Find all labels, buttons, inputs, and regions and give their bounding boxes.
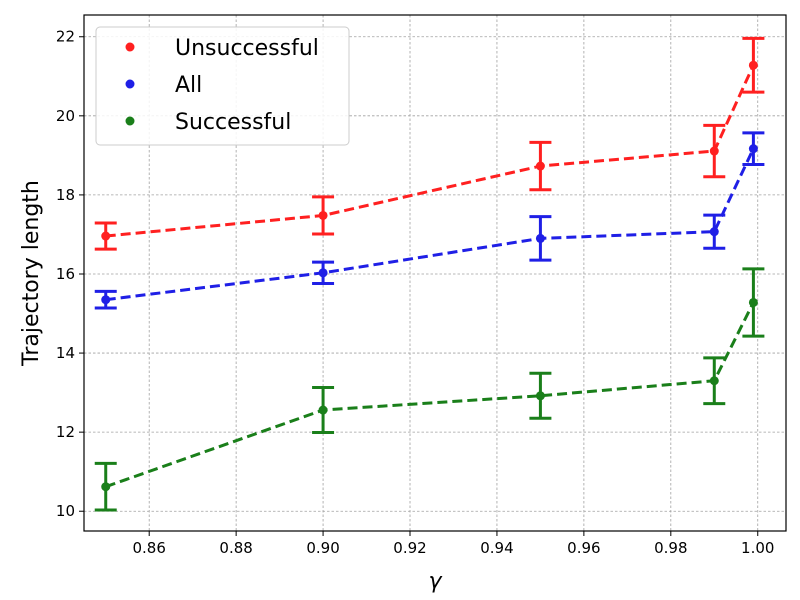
data-point-unsuccessful — [101, 231, 111, 241]
legend: Unsuccessful All Successful — [95, 26, 350, 146]
y-tick-label: 14 — [56, 344, 75, 362]
legend-item-successful: Successful — [125, 110, 291, 135]
x-tick-label: 0.90 — [306, 539, 339, 557]
legend-item-unsuccessful: Unsuccessful — [125, 36, 319, 61]
x-tick-label: 0.96 — [567, 539, 600, 557]
x-tick-label: 0.88 — [219, 539, 252, 557]
data-point-unsuccessful — [318, 210, 328, 220]
data-point-all — [101, 295, 111, 305]
legend-marker-unsuccessful — [125, 42, 135, 52]
y-tick-label: 16 — [56, 265, 75, 283]
data-point-unsuccessful — [535, 161, 545, 171]
data-point-successful — [101, 482, 111, 492]
legend-label-successful: Successful — [175, 110, 291, 135]
x-tick-label: 0.98 — [654, 539, 687, 557]
series-layer — [94, 36, 765, 512]
legend-label-all: All — [175, 73, 202, 98]
data-point-unsuccessful — [709, 146, 719, 156]
data-point-successful — [318, 405, 328, 415]
x-tick-label: 0.86 — [132, 539, 165, 557]
y-tick-label: 12 — [56, 423, 75, 441]
data-point-all — [748, 144, 758, 154]
data-point-all — [709, 227, 719, 237]
legend-label-unsuccessful: Unsuccessful — [175, 36, 319, 61]
x-tick-label: 1.00 — [741, 539, 774, 557]
series-line-all — [105, 148, 755, 302]
y-tick-label: 10 — [56, 502, 75, 520]
x-axis-label: γ — [428, 569, 442, 594]
legend-marker-successful — [125, 116, 135, 126]
legend-item-all: All — [125, 73, 202, 98]
data-point-all — [318, 268, 328, 278]
data-point-successful — [535, 391, 545, 401]
y-tick-label: 18 — [56, 186, 75, 204]
data-point-unsuccessful — [748, 60, 758, 70]
legend-marker-all — [125, 79, 135, 89]
series-successful — [94, 267, 765, 512]
legend-box — [95, 26, 350, 146]
y-axis-label: Trajectory length — [19, 180, 44, 367]
series-unsuccessful — [94, 36, 765, 251]
plot-frame — [83, 14, 787, 532]
y-tick-label: 22 — [56, 28, 75, 46]
series-line-successful — [105, 301, 755, 489]
x-tick-label: 0.92 — [393, 539, 426, 557]
series-all — [94, 131, 765, 310]
ticks: 0.86 0.88 0.90 0.92 0.94 0.96 0.98 1.00 10 12 14 16… — [56, 28, 775, 557]
grid — [84, 15, 786, 531]
x-tick-label: 0.94 — [480, 539, 513, 557]
data-point-successful — [748, 297, 758, 307]
data-point-all — [535, 233, 545, 243]
y-tick-label: 20 — [56, 107, 75, 125]
data-point-successful — [709, 376, 719, 386]
